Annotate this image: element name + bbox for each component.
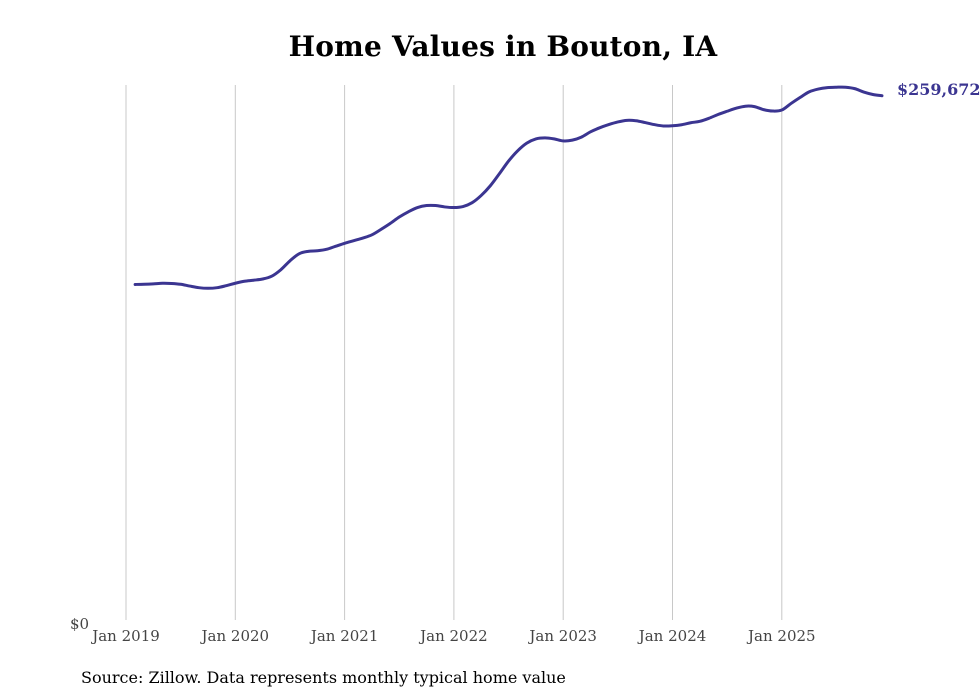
y-axis-zero-label: $0 <box>70 615 89 633</box>
x-tick-label-jan-2019: Jan 2019 <box>90 627 160 645</box>
chart-title: Home Values in Bouton, IA <box>288 30 718 63</box>
x-tick-label-jan-2021: Jan 2021 <box>309 627 379 645</box>
x-tick-label-jan-2020: Jan 2020 <box>200 627 270 645</box>
source-note: Source: Zillow. Data represents monthly … <box>81 668 566 687</box>
x-tick-label-jan-2025: Jan 2025 <box>746 627 816 645</box>
line-chart: Jan 2019 Jan 2020 Jan 2021 Jan 2022 Jan 2023… <box>70 80 980 645</box>
x-axis-ticks: Jan 2019 Jan 2020 Jan 2021 Jan 2022 Jan 2023… <box>90 627 815 645</box>
series-end-value-label: $259,672 <box>897 80 980 99</box>
x-tick-label-jan-2022: Jan 2022 <box>418 627 488 645</box>
x-tick-label-jan-2023: Jan 2023 <box>527 627 597 645</box>
gridlines <box>125 85 783 620</box>
series-line-home-value <box>133 85 884 290</box>
x-tick-label-jan-2024: Jan 2024 <box>637 627 707 645</box>
